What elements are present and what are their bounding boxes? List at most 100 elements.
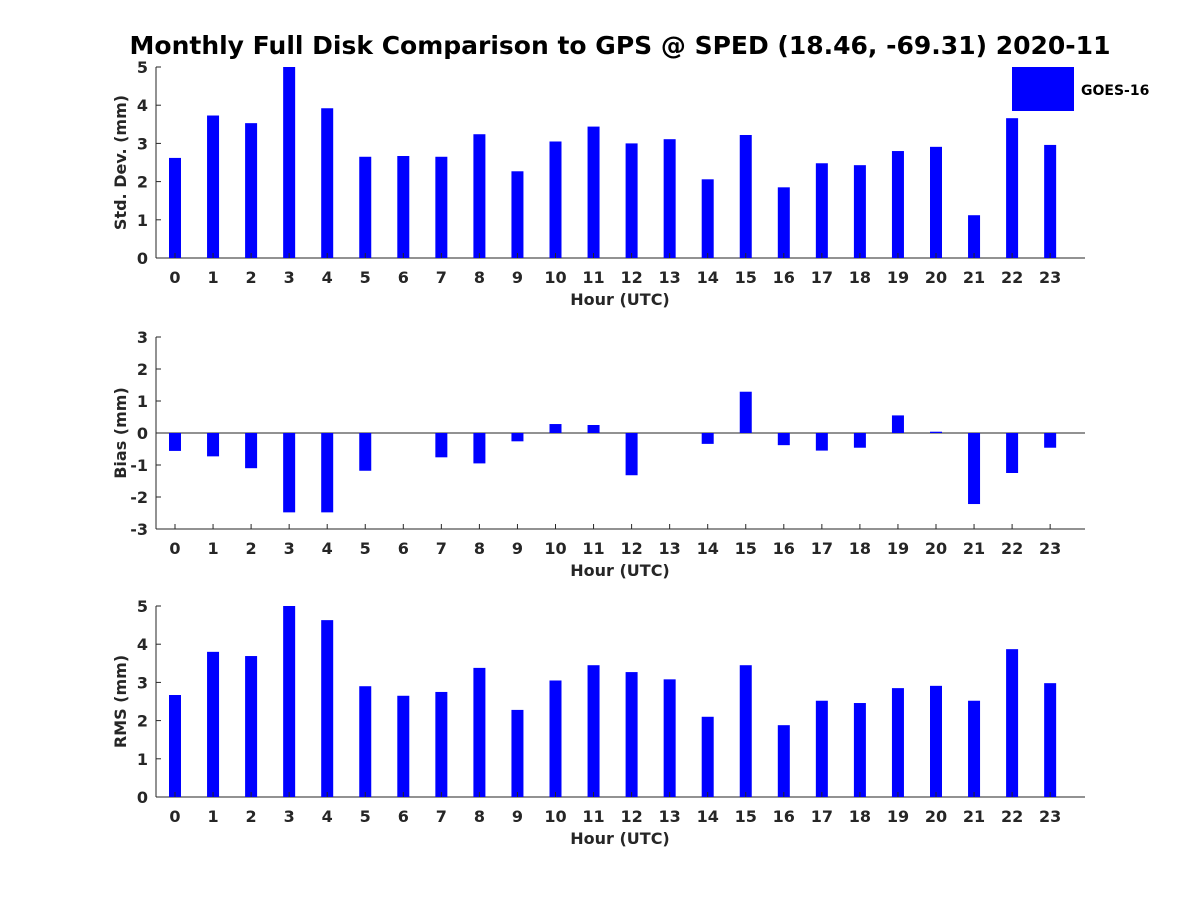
x-tick-label: 17 [811, 539, 833, 558]
x-tick-label: 1 [207, 268, 218, 287]
x-tick-label: 20 [925, 539, 947, 558]
y-tick-label: -1 [130, 456, 148, 475]
bar-rms-hour-17 [815, 700, 828, 797]
legend-swatch [1012, 67, 1074, 111]
x-tick-label: 13 [659, 268, 681, 287]
x-tick-label: 4 [322, 539, 333, 558]
y-tick-label: -3 [130, 520, 148, 539]
x-tick-label: 7 [436, 539, 447, 558]
bar-bias-hour-14 [701, 433, 714, 444]
bar-rms-hour-13 [663, 679, 676, 797]
x-tick-label: 0 [169, 539, 180, 558]
bar-rms-hour-20 [930, 685, 942, 797]
y-tick-label: 5 [137, 597, 148, 616]
bar-rms-hour-4 [321, 620, 334, 797]
x-tick-label: 16 [773, 268, 795, 287]
x-tick-label: 18 [849, 268, 871, 287]
bar-std-dev-hour-3 [283, 67, 296, 258]
x-tick-label: 7 [436, 268, 447, 287]
bar-rms-hour-23 [1044, 683, 1057, 797]
bar-rms-hour-3 [283, 606, 296, 797]
bar-std-dev-hour-17 [815, 163, 828, 258]
bar-rms-hour-14 [701, 716, 714, 797]
x-tick-label: 10 [544, 268, 566, 287]
y-tick-label: 4 [137, 635, 148, 654]
x-tick-label: 10 [544, 539, 566, 558]
chart-title: Monthly Full Disk Comparison to GPS @ SP… [130, 31, 1111, 60]
bar-bias-hour-17 [815, 433, 828, 451]
bar-rms-hour-6 [397, 695, 410, 797]
bar-std-dev-hour-5 [359, 156, 372, 258]
x-tick-label: 12 [620, 807, 642, 826]
bar-std-dev-hour-13 [663, 139, 676, 258]
x-tick-label: 23 [1039, 807, 1061, 826]
x-tick-label: 11 [582, 807, 604, 826]
x-tick-label: 14 [697, 268, 719, 287]
x-tick-label: 11 [582, 268, 604, 287]
bar-bias-hour-21 [968, 433, 981, 505]
bar-std-dev-hour-9 [511, 171, 524, 258]
x-tick-label: 1 [207, 807, 218, 826]
x-tick-label: 22 [1001, 268, 1023, 287]
x-tick-label: 7 [436, 807, 447, 826]
x-tick-label: 17 [811, 807, 833, 826]
bar-rms-hour-21 [968, 700, 981, 797]
x-tick-label: 20 [925, 268, 947, 287]
bar-bias-hour-1 [207, 433, 220, 457]
x-tick-label: 15 [735, 807, 757, 826]
bar-std-dev-hour-10 [549, 141, 562, 258]
y-tick-label: 0 [137, 788, 148, 807]
x-axis-label: Hour (UTC) [570, 561, 670, 580]
y-tick-label: 0 [137, 424, 148, 443]
x-tick-label: 12 [620, 268, 642, 287]
bar-std-dev-hour-16 [777, 187, 790, 258]
x-tick-label: 6 [398, 539, 409, 558]
x-tick-label: 5 [360, 539, 371, 558]
x-tick-label: 8 [474, 268, 485, 287]
bar-rms-hour-5 [359, 686, 372, 797]
y-tick-label: 3 [137, 328, 148, 347]
x-tick-label: 21 [963, 807, 985, 826]
bar-bias-hour-19 [891, 415, 904, 433]
x-tick-label: 16 [773, 539, 795, 558]
legend: GOES-16 [1012, 67, 1149, 111]
bar-std-dev-hour-2 [245, 123, 258, 259]
x-tick-label: 9 [512, 807, 523, 826]
x-tick-label: 22 [1001, 539, 1023, 558]
bar-bias-hour-23 [1044, 433, 1057, 448]
x-axis-label: Hour (UTC) [570, 829, 670, 848]
bar-std-dev-hour-19 [891, 151, 904, 258]
bar-bias-hour-9 [511, 433, 524, 442]
y-tick-label: 3 [137, 673, 148, 692]
bar-rms-hour-2 [245, 656, 258, 797]
bar-rms-hour-11 [587, 665, 600, 797]
bar-bias-hour-20 [930, 431, 942, 433]
x-tick-label: 12 [620, 539, 642, 558]
x-tick-label: 3 [284, 539, 295, 558]
y-tick-label: 1 [137, 392, 148, 411]
x-tick-label: 6 [398, 807, 409, 826]
bar-bias-hour-11 [587, 425, 600, 433]
x-tick-label: 19 [887, 807, 909, 826]
y-axis-label: Bias (mm) [111, 387, 130, 479]
bar-rms-hour-8 [473, 667, 486, 797]
x-tick-label: 13 [659, 539, 681, 558]
bar-std-dev-hour-22 [1006, 118, 1019, 258]
x-tick-label: 21 [963, 539, 985, 558]
x-tick-label: 18 [849, 539, 871, 558]
x-tick-label: 5 [360, 807, 371, 826]
y-tick-label: 2 [137, 712, 148, 731]
bar-std-dev-hour-6 [397, 156, 410, 258]
bar-rms-hour-9 [511, 709, 524, 797]
x-tick-label: 4 [322, 268, 333, 287]
y-tick-label: 4 [137, 96, 148, 115]
bar-rms-hour-12 [625, 672, 638, 797]
x-tick-label: 2 [246, 539, 257, 558]
bar-std-dev-hour-11 [587, 126, 600, 258]
bar-std-dev-hour-1 [207, 115, 220, 258]
bar-rms-hour-22 [1006, 649, 1019, 797]
bar-rms-hour-16 [777, 725, 790, 797]
x-tick-label: 17 [811, 268, 833, 287]
